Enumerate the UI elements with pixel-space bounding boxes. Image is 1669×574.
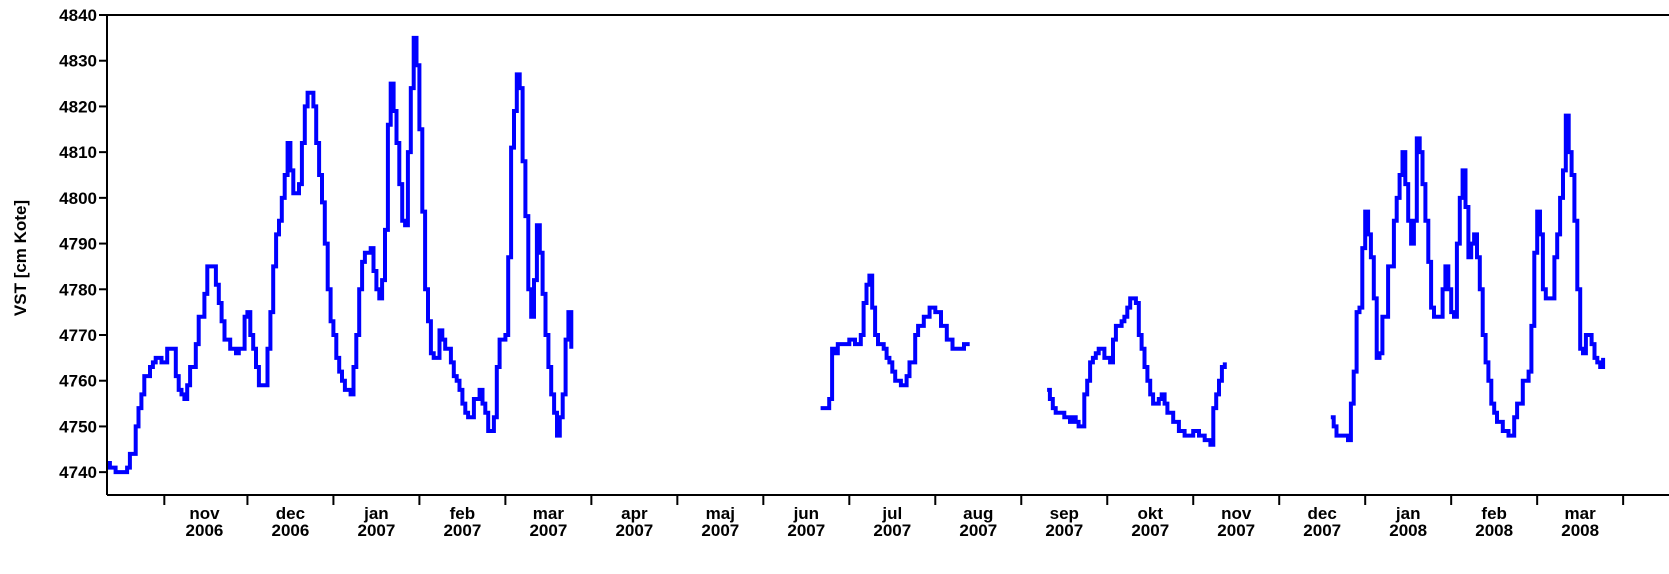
y-tick-label: 4740 (59, 463, 97, 482)
x-tick-label-year: 2007 (615, 521, 653, 540)
x-tick-label-year: 2007 (529, 521, 567, 540)
x-tick-label-month: aug (963, 504, 993, 523)
x-tick-label-month: apr (621, 504, 648, 523)
series-lines (107, 35, 1606, 475)
x-tick-label-year: 2007 (1045, 521, 1083, 540)
x-tick-label-year: 2007 (443, 521, 481, 540)
y-tick-label: 4840 (59, 6, 97, 25)
series-segment (1330, 113, 1606, 443)
x-axis-labels: nov2006dec2006jan2007feb2007mar2007apr20… (186, 504, 1600, 540)
y-tick-label: 4790 (59, 235, 97, 254)
x-tick-label-month: feb (450, 504, 476, 523)
x-tick-label-year: 2006 (272, 521, 310, 540)
x-tick-label-year: 2007 (1217, 521, 1255, 540)
x-tick-label-month: mar (1565, 504, 1597, 523)
y-axis-ticks: 4740 4750 4760 4770 4780 4790 4800 4810 4820 4830… (59, 6, 107, 482)
x-tick-label-year: 2007 (787, 521, 825, 540)
x-tick-label-month: jul (881, 504, 902, 523)
y-tick-label: 4780 (59, 280, 97, 299)
x-tick-label-month: maj (706, 504, 735, 523)
x-tick-label-year: 2008 (1475, 521, 1513, 540)
y-axis-title: VST [cm Kote] (11, 200, 30, 316)
series-segment (820, 273, 970, 411)
x-tick-label-month: dec (1308, 504, 1337, 523)
series-segment (1047, 296, 1227, 447)
x-tick-label-month: sep (1050, 504, 1079, 523)
x-tick-label-year: 2007 (1131, 521, 1169, 540)
x-tick-label-month: mar (533, 504, 565, 523)
y-tick-label: 4760 (59, 372, 97, 391)
y-tick-label: 4810 (59, 143, 97, 162)
x-tick-label-month: nov (1221, 504, 1252, 523)
x-tick-label-month: dec (276, 504, 305, 523)
x-tick-label-month: nov (189, 504, 220, 523)
x-tick-label-year: 2007 (701, 521, 739, 540)
x-tick-label-year: 2008 (1389, 521, 1427, 540)
x-tick-label-month: okt (1137, 504, 1163, 523)
series-segment (107, 35, 574, 475)
x-tick-label-year: 2007 (873, 521, 911, 540)
x-tick-label-year: 2007 (357, 521, 395, 540)
y-tick-label: 4820 (59, 97, 97, 116)
x-tick-label-year: 2008 (1561, 521, 1599, 540)
y-tick-label: 4800 (59, 189, 97, 208)
x-tick-label-month: feb (1481, 504, 1507, 523)
x-tick-label-year: 2007 (959, 521, 997, 540)
y-tick-label: 4830 (59, 52, 97, 71)
x-axis-ticks (163, 495, 1625, 505)
x-tick-label-year: 2006 (186, 521, 224, 540)
x-tick-label-month: jun (793, 504, 820, 523)
y-tick-label: 4770 (59, 326, 97, 345)
x-tick-label-month: jan (1395, 504, 1421, 523)
y-tick-label: 4750 (59, 417, 97, 436)
x-tick-label-month: jan (363, 504, 389, 523)
x-tick-label-year: 2007 (1303, 521, 1341, 540)
